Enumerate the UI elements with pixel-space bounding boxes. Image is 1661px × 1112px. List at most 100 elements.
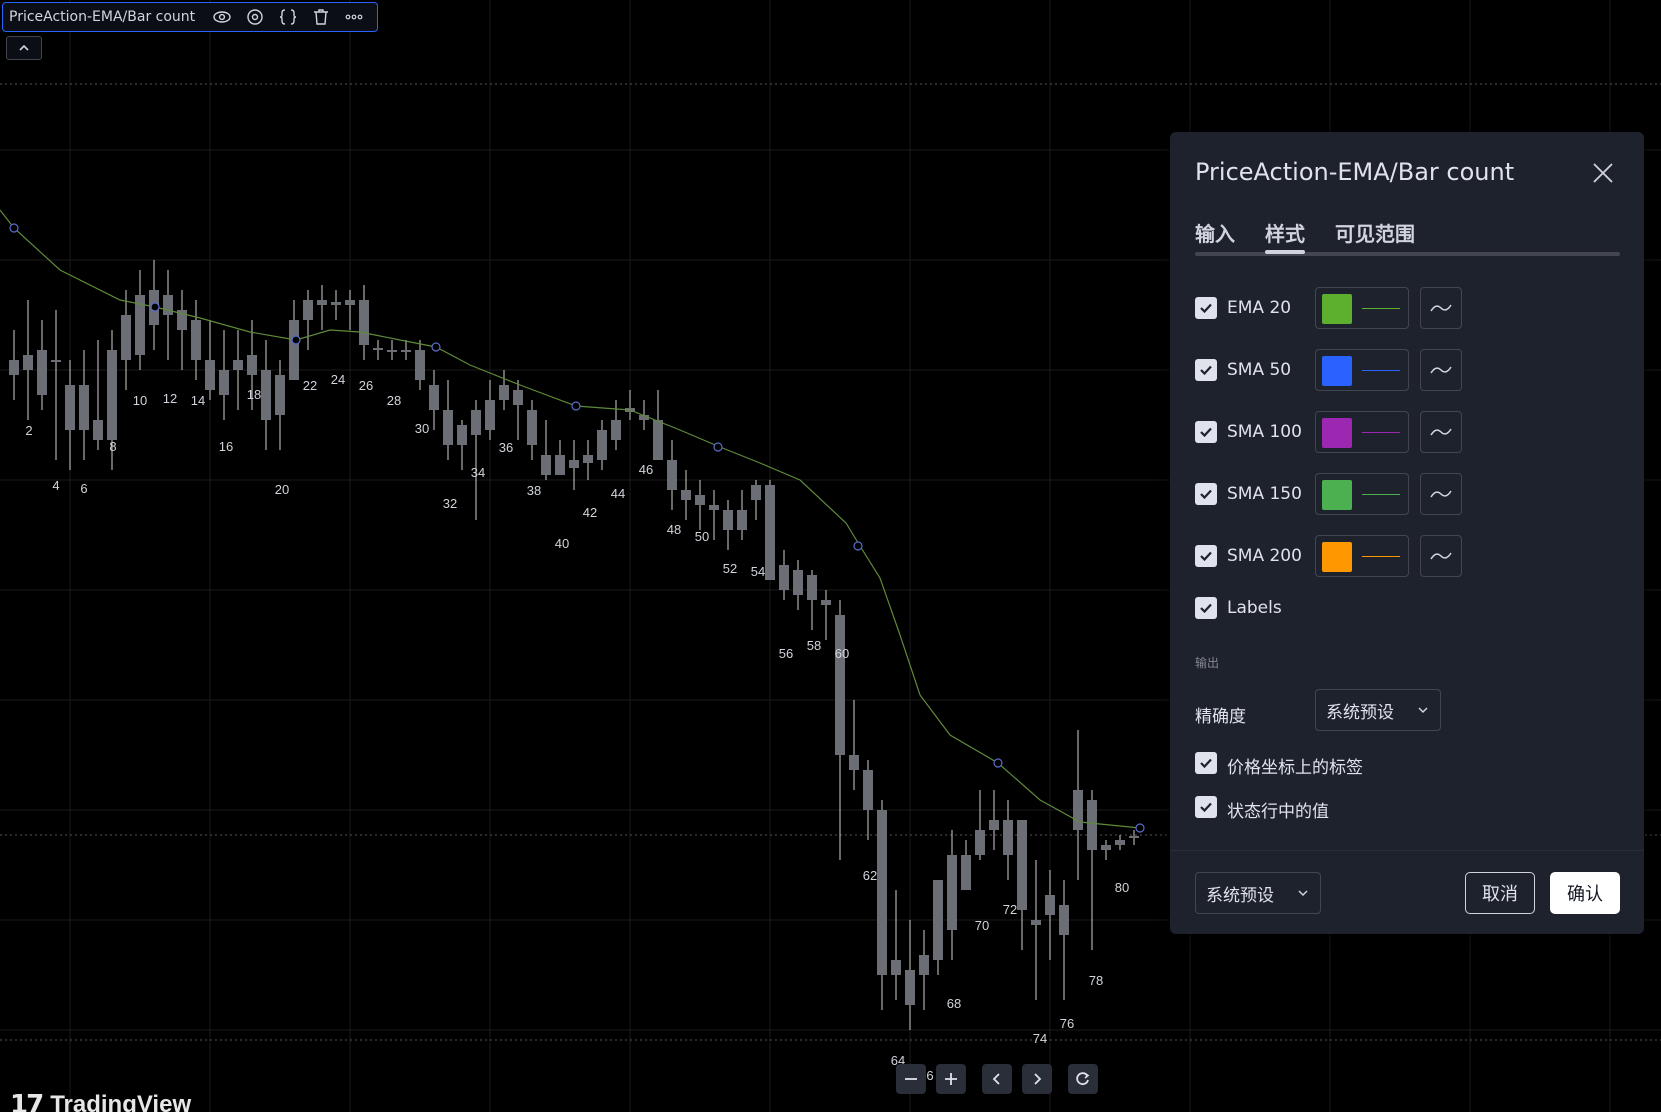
ema-marker [9, 223, 19, 233]
plot-style-button[interactable] [1420, 349, 1462, 391]
plot-row: SMA 150 [1195, 473, 1615, 515]
bar-count-label: 32 [443, 496, 457, 511]
plot-color-picker[interactable] [1315, 287, 1409, 329]
bar-count-label: 60 [835, 646, 849, 661]
bar-count-label: 22 [303, 378, 317, 393]
labels-option-label: Labels [1227, 598, 1282, 618]
bar-count-label: 56 [779, 646, 793, 661]
trash-icon[interactable] [305, 3, 338, 31]
candle-body [23, 355, 33, 370]
candle-body [583, 455, 593, 463]
plot-style-button[interactable] [1420, 535, 1462, 577]
bar-count-label: 28 [387, 393, 401, 408]
zoom-in-button[interactable] [936, 1064, 966, 1094]
candle-body [1115, 840, 1125, 845]
bar-count-label: 42 [583, 505, 597, 520]
footer-divider [1170, 850, 1644, 851]
plot-color-picker[interactable] [1315, 473, 1409, 515]
ema-marker [291, 335, 301, 345]
candle-body [751, 485, 761, 500]
ema-marker [150, 302, 160, 312]
chevron-down-icon [1298, 890, 1308, 897]
candle-body [457, 425, 467, 445]
scroll-right-button[interactable] [1022, 1064, 1052, 1094]
color-swatch [1322, 418, 1352, 448]
zoom-out-button[interactable] [896, 1064, 926, 1094]
indicator-legend[interactable]: PriceAction-EMA/Bar count [2, 2, 378, 32]
candle-body [1017, 820, 1027, 910]
plot-style-button[interactable] [1420, 287, 1462, 329]
ok-button[interactable]: 确认 [1550, 872, 1620, 914]
plot-visible-checkbox[interactable] [1195, 483, 1217, 505]
tab-style[interactable]: 样式 [1265, 218, 1305, 254]
plot-visible-checkbox[interactable] [1195, 421, 1217, 443]
line-preview [1362, 432, 1400, 433]
color-swatch [1322, 542, 1352, 572]
tab-visibility[interactable]: 可见范围 [1335, 222, 1415, 246]
checkmark-icon [1200, 603, 1212, 614]
plot-color-picker[interactable] [1315, 411, 1409, 453]
reset-icon [1076, 1072, 1090, 1086]
candle-body [681, 490, 691, 500]
precision-select-value: 系统预设 [1326, 702, 1394, 723]
settings-icon[interactable] [238, 3, 271, 31]
candle-body [485, 400, 495, 430]
candle-body [107, 350, 117, 440]
line-style-icon [1430, 490, 1452, 498]
candle-body [261, 370, 271, 420]
candle-body [737, 510, 747, 530]
bar-count-label: 74 [1033, 1031, 1047, 1046]
reset-chart-button[interactable] [1068, 1064, 1098, 1094]
candle-body [233, 360, 243, 370]
plot-visible-checkbox[interactable] [1195, 545, 1217, 567]
plot-color-picker[interactable] [1315, 535, 1409, 577]
plot-style-button[interactable] [1420, 473, 1462, 515]
bar-count-label: 20 [275, 482, 289, 497]
candle-body [219, 370, 229, 395]
checkmark-icon [1200, 489, 1212, 500]
scroll-left-button[interactable] [982, 1064, 1012, 1094]
status-line-values-checkbox[interactable] [1195, 796, 1217, 818]
plot-visible-checkbox[interactable] [1195, 297, 1217, 319]
plot-style-button[interactable] [1420, 411, 1462, 453]
candle-body [163, 295, 173, 315]
candle-body [471, 410, 481, 435]
plot-label: SMA 50 [1227, 360, 1292, 380]
plot-label: SMA 100 [1227, 422, 1302, 442]
candle-body [135, 295, 145, 355]
line-style-icon [1430, 304, 1452, 312]
plot-label: SMA 150 [1227, 484, 1302, 504]
bar-count-label: 10 [133, 393, 147, 408]
plot-visible-checkbox[interactable] [1195, 359, 1217, 381]
tab-inputs[interactable]: 输入 [1195, 222, 1235, 246]
eye-icon[interactable] [205, 3, 238, 31]
candle-body [443, 410, 453, 445]
bar-count-label: 36 [499, 440, 513, 455]
close-button[interactable] [1588, 158, 1618, 188]
precision-label: 精确度 [1195, 707, 1246, 727]
candle-body [709, 505, 719, 510]
template-select[interactable]: 系统预设 [1195, 872, 1321, 914]
candle-body [877, 810, 887, 975]
candle-body [807, 575, 817, 600]
bar-count-label: 80 [1115, 880, 1129, 895]
candle-body [1087, 800, 1097, 850]
source-code-icon[interactable] [272, 3, 305, 31]
labels-checkbox[interactable] [1195, 597, 1217, 619]
precision-select[interactable]: 系统预设 [1315, 689, 1441, 731]
dialog-tabs: 输入 样式 可见范围 [1195, 218, 1620, 254]
bar-count-label: 38 [527, 483, 541, 498]
cancel-button[interactable]: 取消 [1465, 872, 1535, 914]
plot-color-picker[interactable] [1315, 349, 1409, 391]
bar-count-label: 54 [751, 564, 765, 579]
candle-body [989, 820, 999, 830]
collapse-legend-button[interactable] [6, 36, 42, 60]
price-scale-labels-checkbox[interactable] [1195, 752, 1217, 774]
line-style-icon [1430, 428, 1452, 436]
tradingview-logo[interactable]: 17 TradingView [10, 1090, 191, 1112]
output-section-label: 输出 [1195, 656, 1220, 670]
candle-body [37, 350, 47, 395]
more-icon[interactable] [338, 3, 371, 31]
candle-body [499, 385, 509, 400]
